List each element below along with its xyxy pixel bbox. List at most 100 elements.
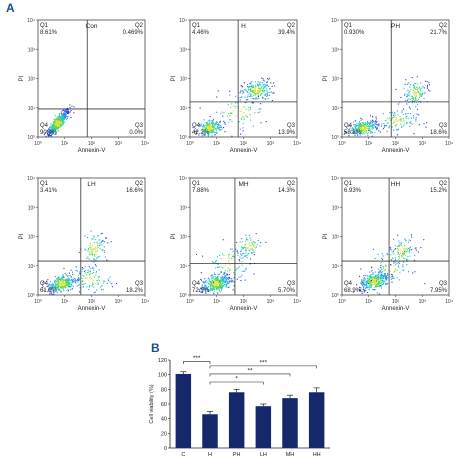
scatter-point: [242, 248, 244, 250]
scatter-point: [366, 123, 368, 125]
scatter-point: [363, 129, 365, 131]
scatter-point: [378, 281, 380, 283]
scatter-point: [55, 124, 57, 126]
scatter-point: [254, 247, 256, 249]
scatter-point: [63, 117, 65, 119]
scatter-point: [67, 110, 69, 112]
scatter-point: [372, 272, 374, 274]
scatter-point: [82, 283, 84, 285]
scatter-point: [86, 237, 88, 239]
scatter-point: [416, 92, 418, 94]
scatter-point: [212, 121, 214, 123]
scatter-point: [93, 269, 95, 271]
scatter-point: [411, 249, 413, 251]
scatter-point: [50, 132, 52, 134]
scatter-point: [251, 89, 253, 91]
scatter-point: [206, 123, 208, 125]
x-axis-label: Annexin-V: [230, 148, 258, 154]
scatter-point: [74, 280, 76, 282]
scatter-point: [59, 279, 61, 281]
scatter-point: [255, 233, 257, 235]
quadrant-name-q4: Q4: [40, 281, 49, 287]
scatter-point: [409, 91, 411, 93]
scatter-point: [270, 91, 272, 93]
scatter-point: [94, 264, 96, 266]
scatter-point: [56, 128, 58, 130]
x-tick-label: 10⁴: [445, 141, 453, 147]
scatter-point: [368, 126, 370, 128]
scatter-point: [368, 286, 370, 288]
y-tick-label: 10¹: [28, 264, 36, 270]
scatter-point: [55, 122, 57, 124]
scatter-point: [98, 276, 100, 278]
scatter-point: [194, 130, 196, 132]
scatter-point: [384, 273, 386, 275]
scatter-point: [215, 132, 217, 134]
scatter-point: [415, 249, 417, 251]
x-tick-label: 10³: [267, 141, 275, 147]
scatter-point: [404, 245, 406, 247]
scatter-point: [252, 90, 254, 92]
scatter-point: [98, 269, 100, 271]
scatter-point: [96, 250, 98, 252]
scatter-point: [410, 95, 412, 97]
scatter-point: [370, 280, 372, 282]
quadrant-value-q3: 0.0%: [129, 130, 143, 136]
scatter-point: [362, 124, 364, 126]
scatter-point: [354, 120, 356, 122]
scatter-point: [219, 281, 221, 283]
scatter-point: [218, 289, 220, 291]
scatter-point: [381, 274, 383, 276]
scatter-point: [222, 273, 224, 275]
scatter-point: [355, 132, 357, 134]
scatter-point: [364, 124, 366, 126]
scatter-point: [54, 290, 56, 292]
scatter-point: [202, 286, 204, 288]
scatter-point: [381, 277, 383, 279]
x-tick-label: 10⁴: [445, 299, 453, 305]
scatter-point: [61, 123, 63, 125]
scatter-point: [211, 132, 213, 134]
scatter-point: [367, 280, 369, 282]
scatter-point: [253, 86, 255, 88]
scatter-point: [211, 131, 213, 133]
scatter-point: [352, 291, 354, 293]
scatter-point: [358, 121, 360, 123]
scatter-point: [60, 124, 62, 126]
scatter-point: [374, 126, 376, 128]
scatter-point: [370, 132, 372, 134]
scatter-point: [223, 272, 225, 274]
scatter-point: [420, 82, 422, 84]
scatter-point: [239, 260, 241, 262]
scatter-point: [195, 132, 197, 134]
scatter-point: [378, 273, 380, 275]
scatter-point: [413, 117, 415, 119]
scatter-point: [62, 118, 64, 120]
scatter-point: [218, 278, 220, 280]
scatter-point: [55, 288, 57, 290]
scatter-point: [247, 86, 249, 88]
scatter-point: [386, 119, 388, 121]
scatter-point: [56, 278, 58, 280]
scatter-point: [388, 127, 390, 129]
scatter-point: [226, 284, 228, 286]
scatter-point: [207, 132, 209, 134]
scatter-point: [368, 275, 370, 277]
scatter-point: [391, 126, 393, 128]
scatter-point: [257, 112, 259, 114]
scatter-point: [48, 132, 50, 134]
significance-bracket: **: [209, 367, 291, 377]
scatter-point: [213, 272, 215, 274]
scatter-point: [52, 126, 54, 128]
x-tick-label: 10²: [240, 141, 248, 147]
scatter-point: [100, 241, 102, 243]
scatter-point: [91, 248, 93, 250]
scatter-point: [422, 85, 424, 87]
scatter-point: [254, 88, 256, 90]
scatter-point: [224, 282, 226, 284]
scatter-point: [398, 244, 400, 246]
scatter-point: [99, 239, 101, 241]
scatter-point: [351, 128, 353, 130]
scatter-point: [426, 81, 428, 83]
scatter-point: [246, 99, 248, 101]
